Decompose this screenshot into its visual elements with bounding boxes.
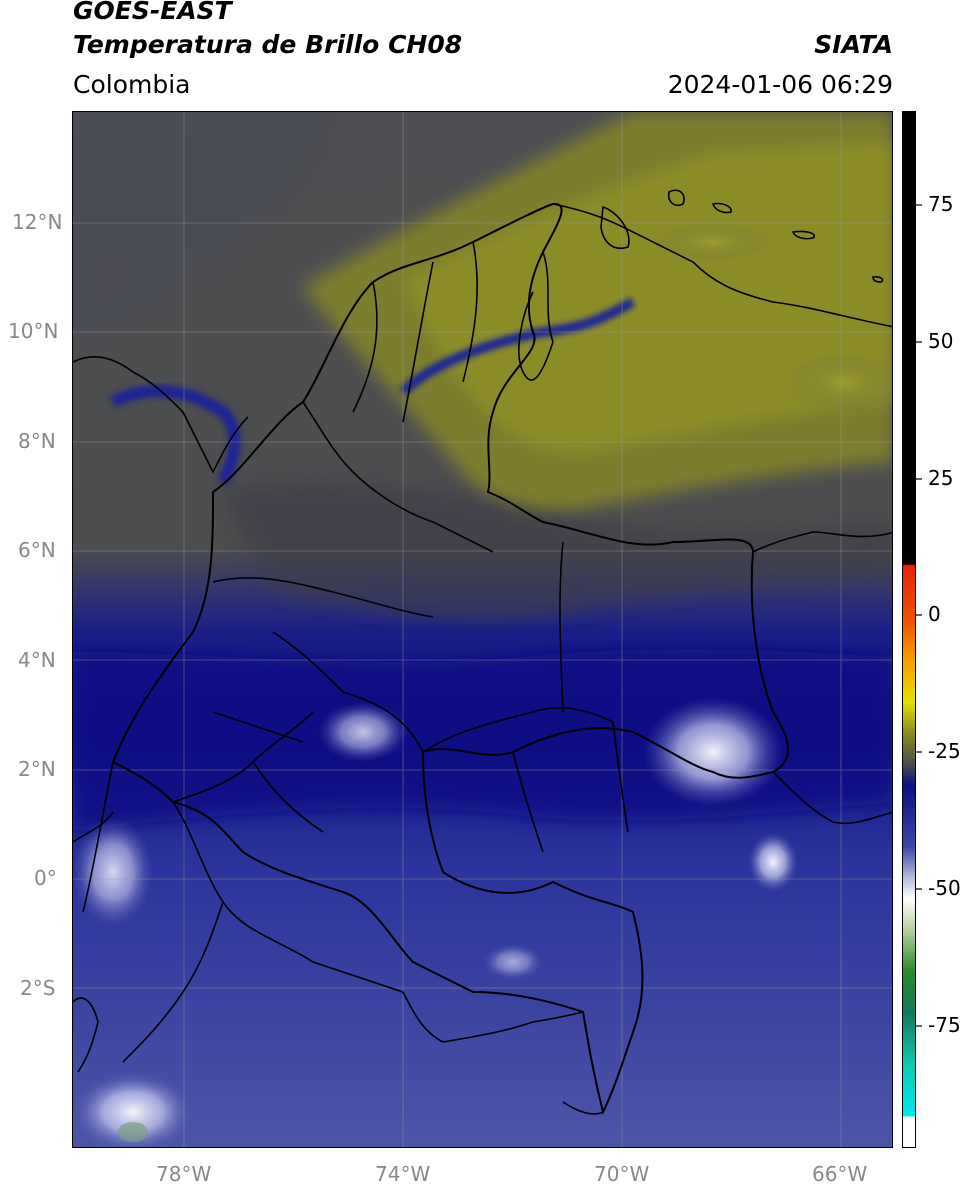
source-label: SIATA xyxy=(814,30,893,59)
gray-band-nw xyxy=(73,112,333,342)
lat-label: 6°N xyxy=(18,538,56,562)
colorbar-tick: 75 xyxy=(928,192,954,216)
lon-label: 74°W xyxy=(375,1162,431,1186)
lat-label: 4°N xyxy=(18,648,56,672)
lat-label: 0° xyxy=(34,866,57,890)
colorbar-ticklines xyxy=(916,204,922,1027)
lon-label: 70°W xyxy=(594,1162,650,1186)
cold-spot-green xyxy=(118,1122,148,1142)
convective-core-west xyxy=(73,817,153,927)
colorbar-tick: -25 xyxy=(928,739,961,763)
convective-core-southwest xyxy=(73,1072,193,1147)
colorbar xyxy=(902,111,916,1148)
map-svg xyxy=(73,112,892,1147)
boundaries xyxy=(73,189,892,1115)
cloud-streak-northwest xyxy=(110,385,241,485)
lat-label: 8°N xyxy=(18,429,56,453)
dry-air-patch xyxy=(653,222,773,262)
colorbar-tick: 50 xyxy=(928,329,954,353)
convective-core-southeast xyxy=(748,832,798,892)
lat-label: 2°S xyxy=(20,976,56,1000)
lon-label: 66°W xyxy=(812,1162,868,1186)
colorbar-svg xyxy=(903,112,915,1147)
convective-core-east xyxy=(643,697,783,807)
lat-label: 12°N xyxy=(12,210,63,234)
lat-label: 2°N xyxy=(18,757,56,781)
lon-label: 78°W xyxy=(156,1162,212,1186)
region-label: Colombia xyxy=(73,70,191,99)
colorbar-gradient xyxy=(903,112,915,1147)
datetime-label: 2024-01-06 06:29 xyxy=(667,70,893,99)
product-title: Temperatura de Brillo CH08 xyxy=(73,30,463,59)
satellite-title: GOES-EAST xyxy=(73,0,232,25)
cloud-streak-north xyxy=(399,297,636,396)
lat-label: 10°N xyxy=(8,319,59,343)
colorbar-tick: -50 xyxy=(928,876,961,900)
satellite-map xyxy=(72,111,893,1148)
gray-band-mid xyxy=(223,483,892,621)
convective-core-south xyxy=(483,944,543,980)
dry-air-patch-east xyxy=(783,352,892,412)
colorbar-tick: 25 xyxy=(928,466,954,490)
colorbar-tick: -75 xyxy=(928,1013,961,1037)
convective-core-central xyxy=(318,702,408,762)
colorbar-tick: 0 xyxy=(928,602,941,626)
